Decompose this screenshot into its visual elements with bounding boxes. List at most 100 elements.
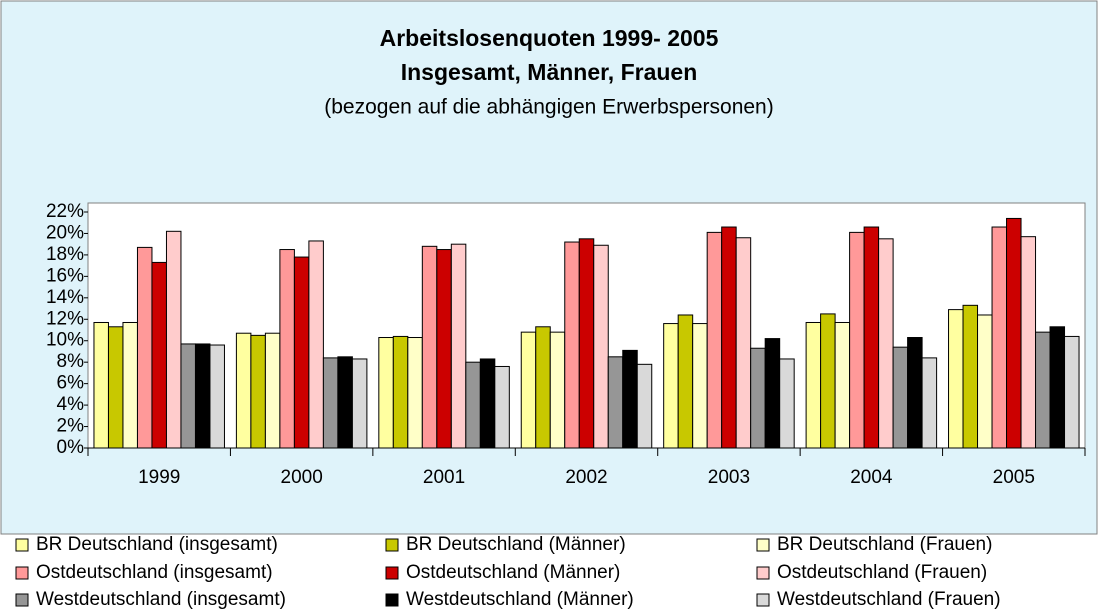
legend-swatch [756,538,770,552]
legend-label: Ostdeutschland (Frauen) [777,562,987,583]
legend-swatch [756,593,770,607]
bar [194,343,211,449]
bar [1006,217,1022,449]
bar [450,243,467,449]
bar [308,240,324,449]
bar [421,245,438,449]
bar [264,332,281,449]
bar [465,361,481,449]
legend-swatch [385,566,399,580]
legend-label: Ostdeutschland (insgesamt) [36,562,273,583]
chart-title: Arbeitslosenquoten 1999- 2005 [380,25,719,51]
bar [122,321,138,449]
bar [165,230,182,449]
legend-swatch [15,538,29,552]
bar [578,238,595,449]
bar [322,357,339,449]
bar [692,323,708,449]
bar [764,338,781,449]
bar [151,261,167,449]
legend-label: BR Deutschland (Frauen) [777,534,992,555]
bar [849,231,865,449]
bar [721,226,737,449]
legend-label: Westdeutschland (Frauen) [777,589,1001,610]
chart-subtitle: Insgesamt, Männer, Frauen [401,59,698,85]
legend-swatch [385,538,399,552]
bar [663,323,679,449]
bar [878,238,894,449]
bar [779,358,795,449]
bar [636,363,653,449]
x-tick-label: 1999 [138,467,180,488]
y-tick-label: 6% [57,373,85,394]
bar [520,331,537,449]
bar [948,309,964,449]
x-tick-label: 2005 [993,467,1035,488]
bar [1035,331,1051,449]
bar [136,246,153,449]
bar [535,326,551,449]
bar [735,237,752,449]
bar [235,332,252,449]
bar [892,346,909,449]
bar [962,304,979,449]
bar [293,256,310,449]
y-tick-label: 2% [57,416,85,437]
bar [378,337,394,449]
bar [407,337,423,449]
legend-label: BR Deutschland (insgesamt) [36,534,278,555]
bar [677,314,694,449]
bar [180,343,196,449]
bar [436,249,452,449]
bar [750,347,766,449]
x-tick-label: 2000 [281,467,323,488]
x-tick-label: 2003 [708,467,750,488]
bar [820,313,836,449]
y-tick-label: 10% [46,330,84,351]
bar [107,326,124,449]
bar [479,358,496,449]
bar [805,321,822,449]
x-tick-label: 2004 [850,467,893,488]
bar [593,244,609,449]
bar [337,356,353,449]
y-tick-label: 8% [57,351,85,372]
bar [622,349,638,449]
legend-label: Ostdeutschland (Männer) [406,562,620,583]
bar [1049,326,1066,449]
y-tick-label: 4% [57,394,85,415]
bar [549,331,566,449]
bar [93,321,109,449]
y-tick-label: 18% [46,244,84,265]
bar [977,314,993,449]
bar [863,226,880,449]
legend-swatch [756,566,770,580]
bar [279,249,295,449]
chart-note: (bezogen auf die abhängigen Erwerbsperso… [324,96,773,119]
bar [607,356,624,449]
legend-label: BR Deutschland (Männer) [406,534,626,555]
y-tick-label: 14% [46,287,84,308]
y-tick-label: 12% [46,308,84,329]
bar [706,231,723,449]
bar [921,357,938,449]
bar [564,241,580,449]
bar [209,344,225,449]
bar [494,365,510,449]
bar [991,226,1008,449]
bar [351,358,368,449]
bar [834,321,851,449]
x-tick-label: 2002 [565,467,607,488]
y-tick-label: 0% [57,437,85,458]
bar [907,337,923,449]
bar [250,334,266,449]
legend-swatch [385,593,399,607]
y-tick-label: 20% [46,222,84,243]
bar [392,335,409,449]
legend-swatch [15,566,29,580]
y-tick-label: 22% [46,201,84,222]
legend-label: Westdeutschland (insgesamt) [36,589,286,610]
legend-label: Westdeutschland (Männer) [406,589,634,610]
bar [1064,335,1080,449]
